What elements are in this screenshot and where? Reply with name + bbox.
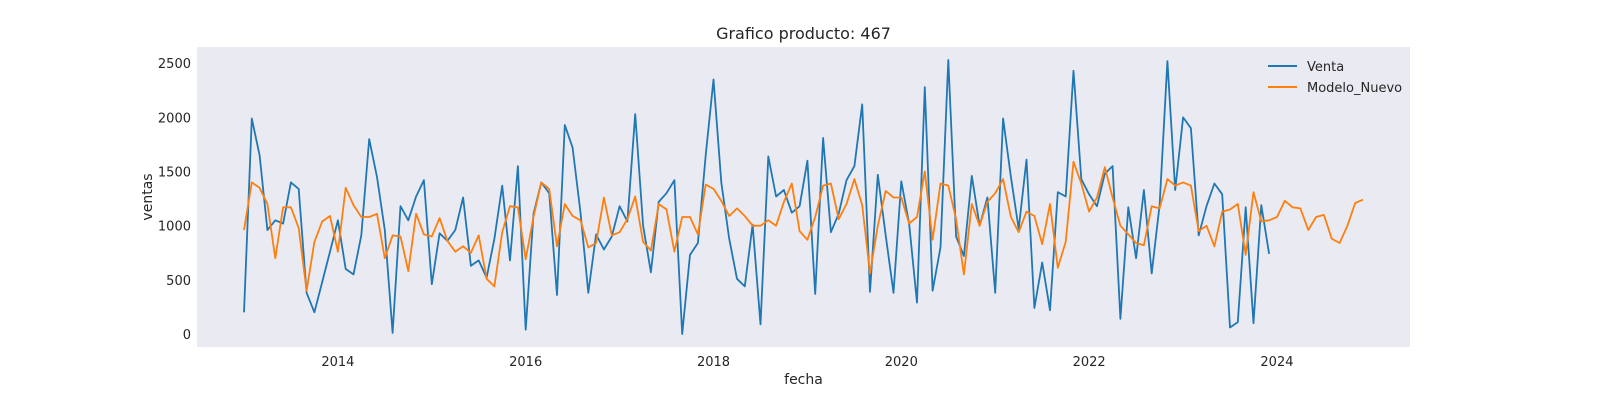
y-tick-label: 500 (166, 274, 191, 289)
y-tick-label: 0 (183, 328, 191, 343)
y-axis-label: ventas (140, 173, 156, 220)
chart-title: Grafico producto: 467 (716, 24, 891, 43)
legend-label: Venta (1307, 60, 1344, 75)
y-tick-label: 2000 (158, 111, 191, 126)
plot-area (197, 47, 1410, 347)
y-tick-label: 1000 (158, 220, 191, 235)
x-tick-label: 2022 (1073, 355, 1106, 370)
y-tick-labels: 0 500 1000 1500 2000 2500 (158, 57, 191, 343)
y-tick-label: 1500 (158, 166, 191, 181)
legend-label: Modelo_Nuevo (1307, 81, 1402, 96)
legend: Venta Modelo_Nuevo (1268, 60, 1402, 96)
x-tick-labels: 2014 2016 2018 2020 2022 2024 (321, 355, 1293, 370)
series-lines (243, 59, 1364, 335)
x-tick-label: 2018 (697, 355, 730, 370)
series-line-venta (243, 59, 1270, 335)
y-tick-label: 2500 (158, 57, 191, 72)
x-tick-label: 2016 (509, 355, 542, 370)
series-line-modelo-nuevo (243, 160, 1364, 292)
x-tick-label: 2020 (885, 355, 918, 370)
x-axis-label: fecha (784, 372, 823, 388)
x-tick-label: 2014 (321, 355, 354, 370)
x-tick-label: 2024 (1260, 355, 1293, 370)
